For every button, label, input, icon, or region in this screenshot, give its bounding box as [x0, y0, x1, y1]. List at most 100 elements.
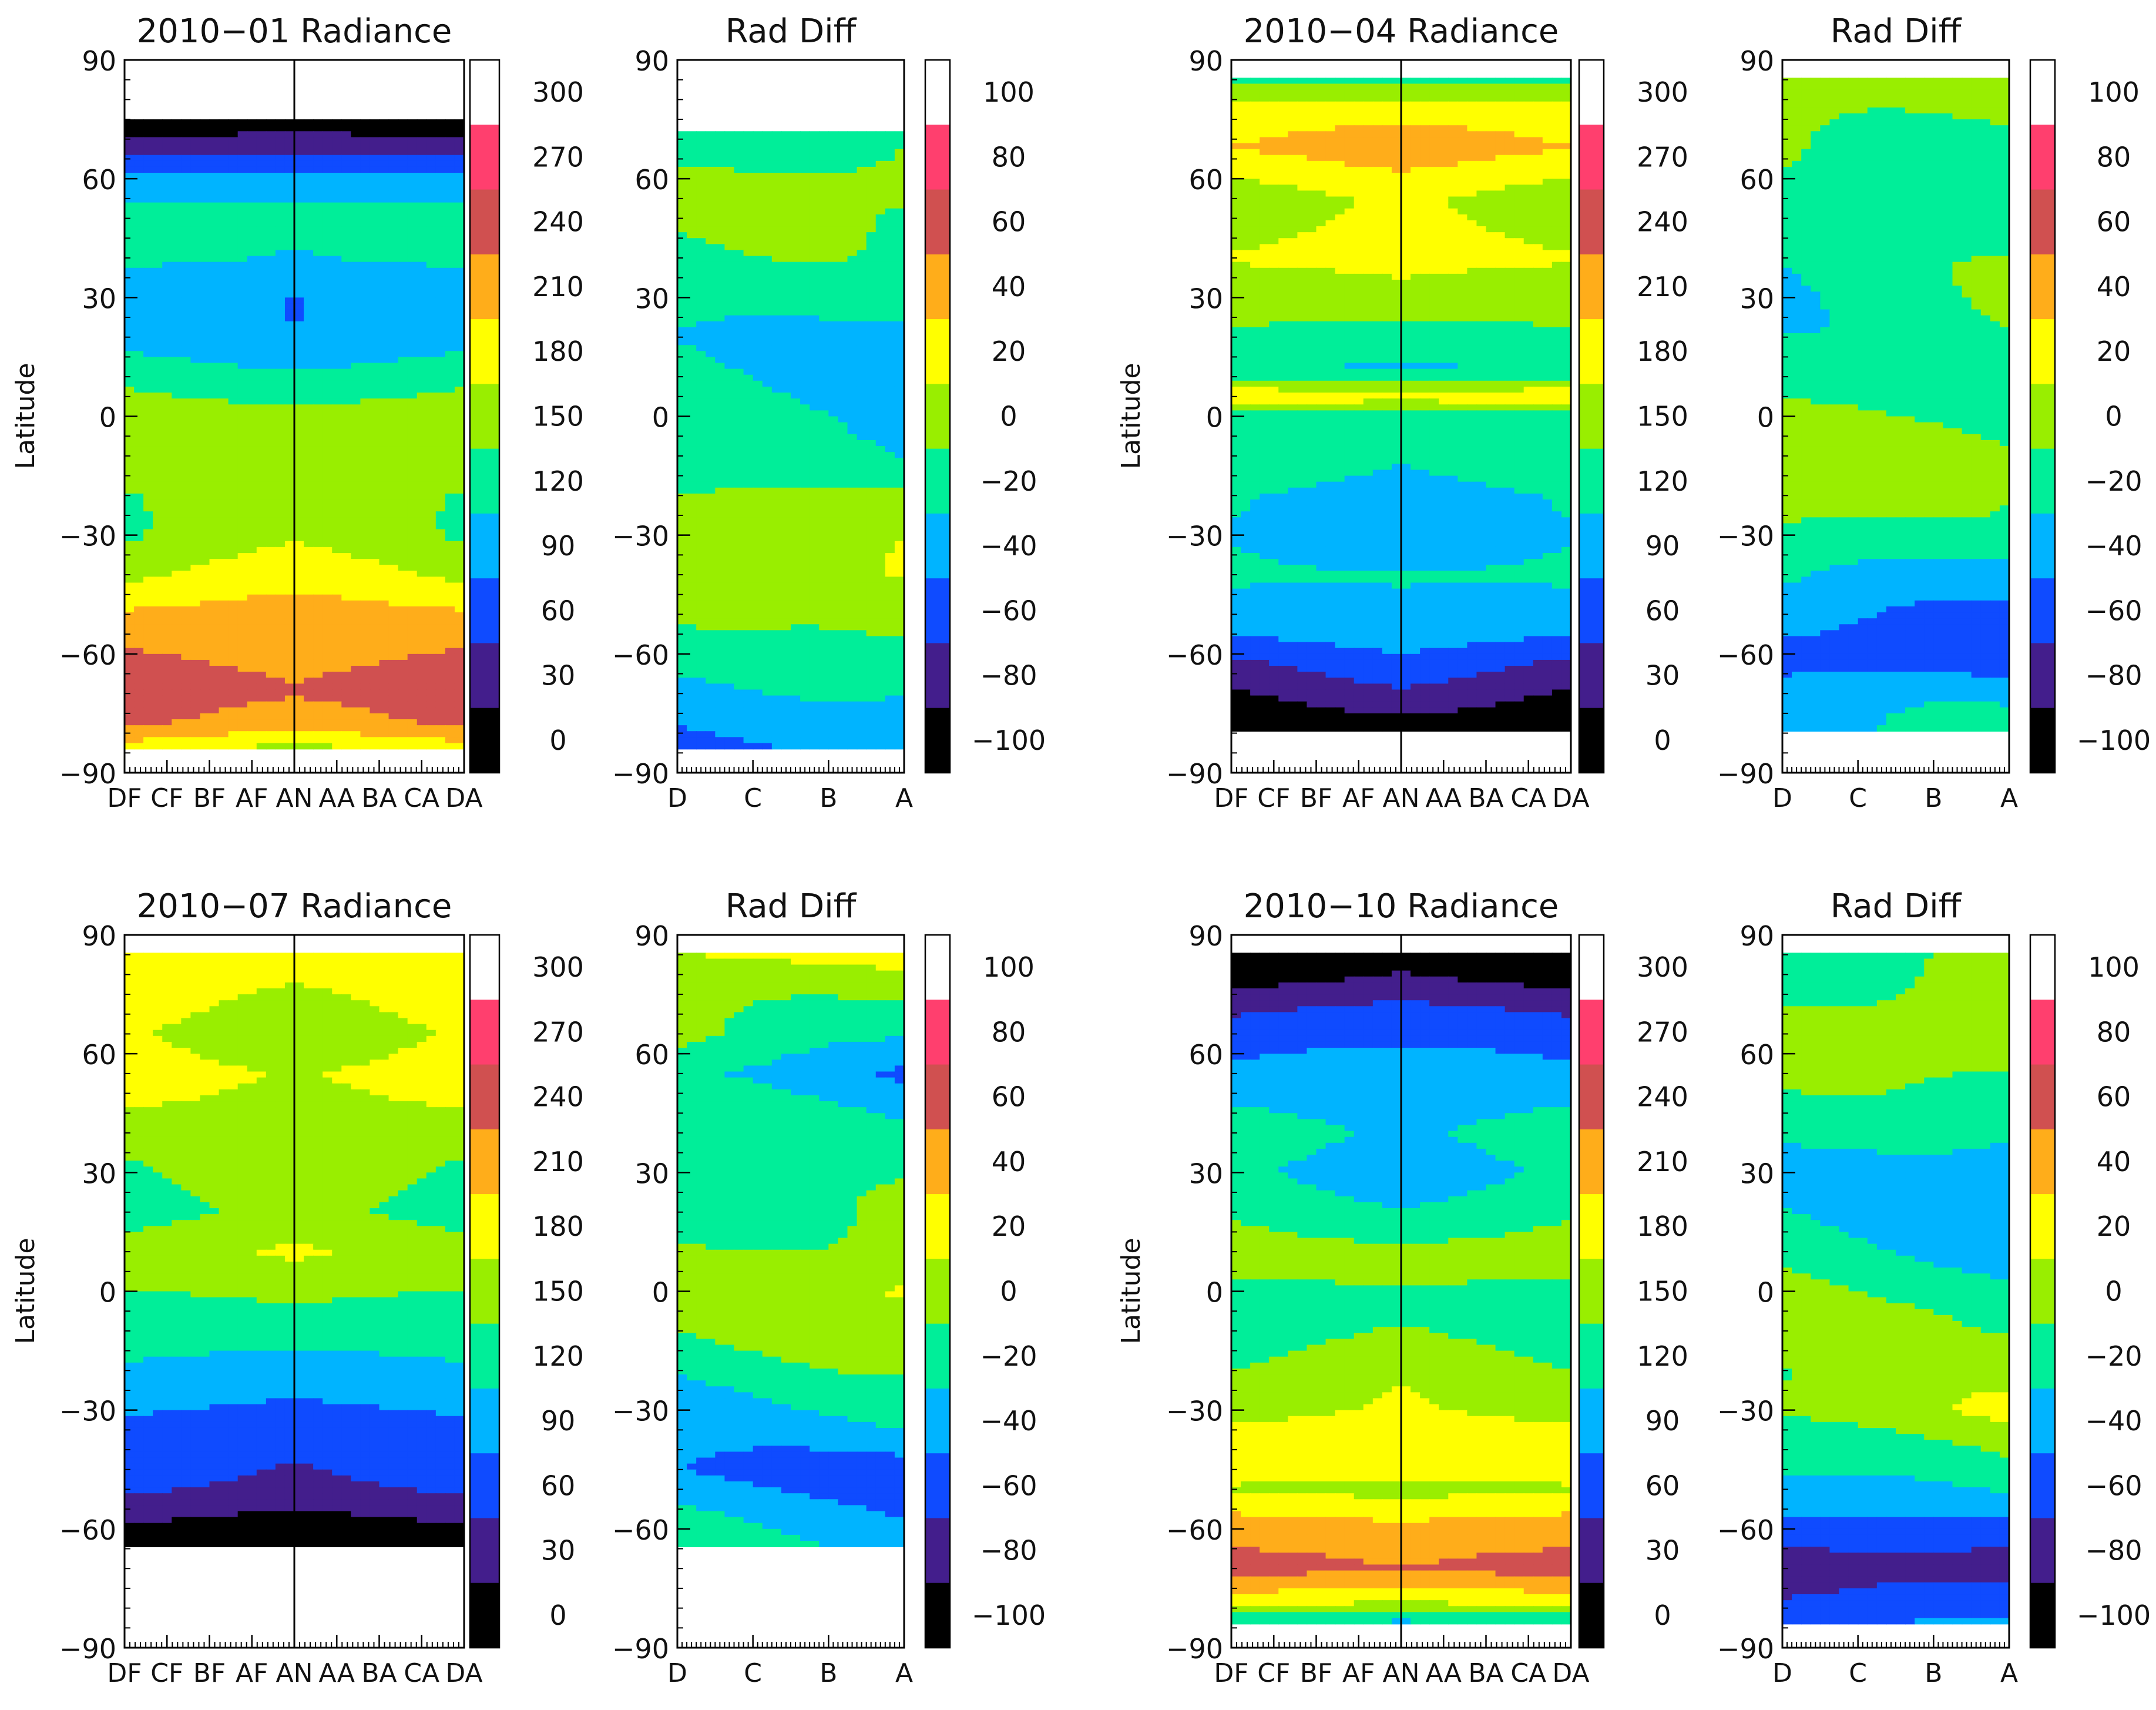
contour-cell	[323, 267, 333, 274]
contour-cell	[351, 600, 361, 607]
contour-cell	[190, 160, 201, 167]
contour-cell	[810, 374, 820, 381]
contour-cell	[284, 261, 295, 269]
contour-cell	[237, 333, 248, 340]
contour-cell	[247, 618, 257, 625]
contour-cell	[304, 517, 314, 524]
contour-cell	[209, 719, 220, 726]
contour-cell	[200, 321, 210, 328]
contour-cell	[398, 410, 408, 417]
contour-cell	[266, 487, 276, 494]
contour-cell	[771, 303, 782, 310]
contour-cell	[256, 214, 267, 221]
contour-cell	[125, 250, 135, 257]
contour-cell	[125, 707, 135, 714]
contour-cell	[219, 173, 229, 179]
contour-cell	[341, 422, 352, 429]
contour-cell	[200, 713, 210, 720]
contour-cell	[134, 416, 144, 423]
contour-cell	[304, 160, 314, 167]
contour-cell	[435, 546, 446, 554]
contour-cell	[351, 125, 361, 132]
contour-cell	[304, 232, 314, 239]
contour-cell	[190, 315, 201, 322]
contour-cell	[284, 571, 295, 578]
contour-cell	[284, 517, 295, 524]
contour-cell	[838, 339, 848, 346]
contour-cell	[753, 321, 763, 328]
contour-cell	[715, 166, 726, 173]
contour-cell	[209, 678, 220, 685]
contour-cell	[360, 173, 371, 179]
contour-cell	[734, 250, 744, 257]
contour-cell	[454, 552, 464, 559]
contour-cell	[304, 393, 314, 399]
contour-cell	[687, 137, 697, 144]
contour-cell	[379, 149, 389, 156]
contour-cell	[162, 149, 173, 156]
contour-cell	[771, 250, 782, 257]
contour-cell	[332, 642, 342, 649]
contour-cell	[134, 588, 144, 595]
contour-cell	[323, 131, 333, 138]
contour-cell	[313, 250, 323, 257]
contour-cell	[407, 244, 418, 251]
contour-cell	[398, 546, 408, 554]
contour-cell	[781, 256, 791, 263]
contour-cell	[407, 642, 418, 649]
contour-cell	[762, 149, 773, 156]
contour-cell	[332, 267, 342, 274]
contour-cell	[304, 220, 314, 227]
contour-cell	[219, 434, 229, 441]
contour-cell	[181, 452, 192, 459]
contour-cell	[435, 446, 446, 452]
contour-cell	[426, 600, 436, 607]
contour-cell	[125, 238, 135, 245]
x-tick-label: DF	[107, 783, 142, 813]
contour-cell	[445, 600, 455, 607]
contour-cell	[715, 321, 726, 328]
contour-cell	[828, 149, 839, 156]
contour-cell	[256, 624, 267, 631]
contour-cell	[351, 333, 361, 340]
contour-cell	[341, 404, 352, 411]
contour-cell	[370, 208, 380, 215]
contour-cell	[341, 552, 352, 559]
contour-cell	[351, 464, 361, 471]
contour-cell	[266, 143, 276, 150]
contour-cell	[426, 481, 436, 488]
contour-cell	[724, 345, 735, 352]
contour-cell	[172, 297, 182, 304]
contour-cell	[407, 659, 418, 666]
contour-cell	[417, 541, 427, 548]
contour-cell	[237, 565, 248, 572]
contour-cell	[715, 238, 726, 245]
contour-cell	[256, 131, 267, 138]
contour-cell	[190, 208, 201, 215]
contour-cell	[162, 653, 173, 660]
contour-cell	[753, 155, 763, 162]
contour-cell	[181, 505, 192, 512]
contour-cell	[687, 196, 697, 203]
contour-cell	[153, 535, 163, 542]
contour-cell	[743, 160, 754, 167]
contour-cell	[762, 166, 773, 173]
contour-cell	[781, 190, 791, 197]
contour-cell	[266, 648, 276, 655]
contour-cell	[209, 511, 220, 518]
contour-cell	[304, 689, 314, 696]
contour-cell	[190, 345, 201, 352]
contour-cell	[275, 440, 286, 447]
contour-cell	[351, 541, 361, 548]
contour-cell	[247, 678, 257, 685]
contour-cell	[332, 380, 342, 387]
contour-cell	[228, 511, 239, 518]
contour-cell	[379, 559, 389, 566]
contour-cell	[847, 155, 858, 162]
contour-cell	[445, 173, 455, 179]
colorbar-tick-label: 270	[532, 141, 584, 173]
x-tick-label: AA	[319, 783, 355, 813]
contour-cell	[332, 297, 342, 304]
contour-cell	[370, 624, 380, 631]
colorbar-segment	[470, 643, 499, 709]
